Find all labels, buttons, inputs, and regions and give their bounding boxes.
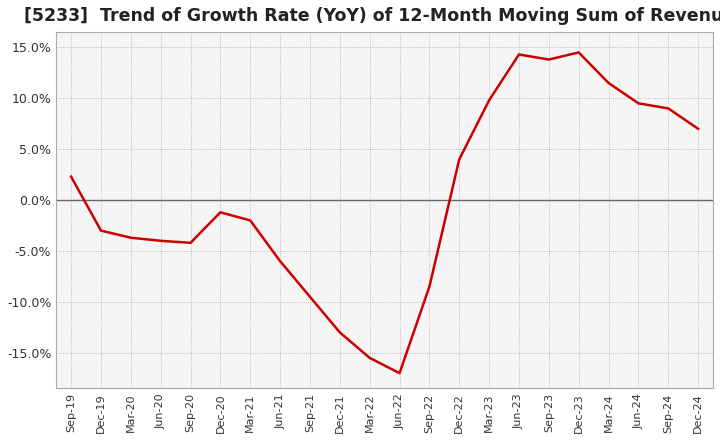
Title: [5233]  Trend of Growth Rate (YoY) of 12-Month Moving Sum of Revenues: [5233] Trend of Growth Rate (YoY) of 12-… — [24, 7, 720, 25]
